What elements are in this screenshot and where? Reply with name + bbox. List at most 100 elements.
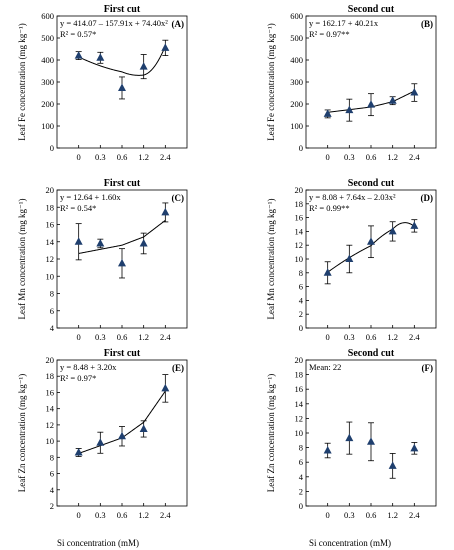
y-tick-label: 8: [50, 289, 54, 299]
x-tick-label: 1.2: [387, 152, 398, 162]
panel-label: (D): [421, 193, 434, 203]
x-tick-label: 2.4: [409, 510, 420, 520]
r-squared-label: R² = 0.97**: [309, 29, 350, 39]
chart-title: Second cut: [348, 348, 395, 359]
y-tick-label: 200: [41, 99, 54, 109]
panel-f: 0 2 4 6 8 10 12 14 16 18 20 0 0.3 0.6 1.2 2.4 Second cut…: [266, 348, 437, 520]
panel-c: 4 6 8 10 12 14 16 18 20 0 0.3 0.6 1.2 2.4 First cut (C)…: [17, 178, 188, 342]
y-tick-label: 400: [290, 55, 303, 65]
data-point: [388, 461, 397, 469]
data-point: [139, 424, 148, 432]
y-tick-label: 20: [295, 185, 304, 195]
y-tick-label: 0: [299, 501, 303, 511]
x-axis-label-left: Si concentration (mM): [57, 538, 139, 548]
data-point: [323, 446, 332, 454]
x-tick-label: 0.3: [344, 152, 355, 162]
y-tick-label: 20: [46, 185, 55, 195]
y-tick-label: 12: [46, 420, 55, 430]
regression-equation: y = 8.08 + 7.64x – 2.03x²: [309, 192, 396, 202]
x-tick-label: 1.2: [138, 332, 149, 342]
x-tick-label: 0.3: [95, 510, 106, 520]
data-point: [345, 254, 354, 262]
data-point: [410, 443, 419, 452]
x-tick-label: 0: [326, 152, 330, 162]
panel-b: 0 100 200 300 400 500 600 0 0.3 0.6 1.2 2.4 Second c…: [266, 4, 437, 162]
y-axis-label: Leaf Mn concentration (mg kg⁻¹): [17, 199, 27, 320]
data-point: [345, 433, 354, 442]
x-axis-label-right: Si concentration (mM): [309, 538, 391, 548]
x-tick-label: 1.2: [387, 332, 398, 342]
y-tick-label: 300: [290, 77, 303, 87]
regression-equation: y = 12.64 + 1.60x: [60, 192, 121, 202]
data-point: [118, 258, 126, 267]
y-tick-label: 6: [299, 282, 303, 292]
y-axis-label: Leaf Fe concentration (mg kg⁻¹): [266, 23, 276, 140]
y-tick-label: 10: [295, 254, 304, 264]
y-axis-label: Leaf Zn concentration (mg kg⁻¹): [266, 374, 276, 492]
y-tick-label: 6: [299, 457, 303, 467]
x-tick-label: 0.6: [366, 152, 377, 162]
y-tick-label: 10: [295, 428, 304, 438]
data-point: [74, 237, 83, 245]
y-tick-label: 4: [50, 485, 55, 495]
x-tick-label: 0: [77, 332, 81, 342]
y-tick-label: 0: [299, 323, 303, 333]
regression-line: [78, 219, 166, 254]
chart-title: First cut: [104, 178, 141, 189]
x-tick-label: 0: [326, 332, 330, 342]
regression-equation: y = 414.07 – 157.91x + 74.40x²: [60, 18, 168, 28]
data-point: [96, 238, 105, 247]
r-squared-label: R² = 0.54*: [60, 203, 96, 213]
y-tick-label: 600: [41, 11, 54, 21]
y-tick-label: 12: [295, 240, 304, 250]
data-point: [161, 207, 170, 216]
data-point: [96, 438, 105, 446]
y-tick-label: 0: [299, 143, 303, 153]
y-tick-label: 200: [290, 99, 303, 109]
x-tick-label: 1.2: [387, 510, 398, 520]
y-tick-label: 8: [299, 443, 303, 453]
r-squared-label: R² = 0.99**: [309, 203, 350, 213]
data-point: [161, 383, 170, 392]
y-tick-label: 8: [299, 268, 303, 278]
y-axis-label: Leaf Zn concentration (mg kg⁻¹): [17, 374, 27, 492]
y-tick-label: 10: [46, 436, 55, 446]
x-tick-label: 0: [77, 510, 81, 520]
data-point: [118, 83, 126, 91]
panel-label: (E): [172, 363, 184, 373]
panel-label: (B): [421, 19, 433, 29]
y-tick-label: 2: [299, 309, 303, 319]
y-tick-label: 12: [295, 413, 304, 423]
y-tick-label: 4: [299, 472, 304, 482]
x-tick-label: 0.6: [366, 510, 377, 520]
chart-title: First cut: [104, 4, 141, 15]
x-tick-label: 2.4: [160, 152, 171, 162]
y-tick-label: 18: [295, 370, 304, 380]
chart-title: Second cut: [348, 178, 395, 189]
y-tick-label: 2: [299, 486, 303, 496]
data-point: [161, 43, 170, 51]
y-tick-label: 100: [41, 121, 54, 131]
y-tick-label: 0: [50, 143, 54, 153]
r-squared-label: R² = 0.97*: [60, 373, 96, 383]
x-tick-label: 1.2: [138, 152, 149, 162]
y-tick-label: 14: [295, 399, 304, 409]
y-tick-label: 10: [46, 271, 55, 281]
y-tick-label: 18: [46, 371, 55, 381]
x-tick-label: 0.6: [366, 332, 377, 342]
data-point: [323, 109, 332, 117]
y-tick-label: 12: [46, 254, 55, 264]
y-tick-label: 100: [290, 121, 303, 131]
y-tick-label: 400: [41, 55, 54, 65]
y-tick-label: 6: [50, 306, 54, 316]
data-point: [139, 62, 148, 70]
r-squared-label: R² = 0.57*: [60, 29, 96, 39]
panel-d: 0 2 4 6 8 10 12 14 16 18 20 0 0.3 0.6 1.2 2.4 Second cut…: [266, 178, 437, 342]
data-point: [367, 437, 375, 445]
y-tick-label: 20: [46, 355, 55, 365]
x-tick-label: 0: [77, 152, 81, 162]
x-tick-label: 0.3: [95, 152, 106, 162]
y-tick-label: 14: [46, 237, 55, 247]
y-tick-label: 600: [290, 11, 303, 21]
